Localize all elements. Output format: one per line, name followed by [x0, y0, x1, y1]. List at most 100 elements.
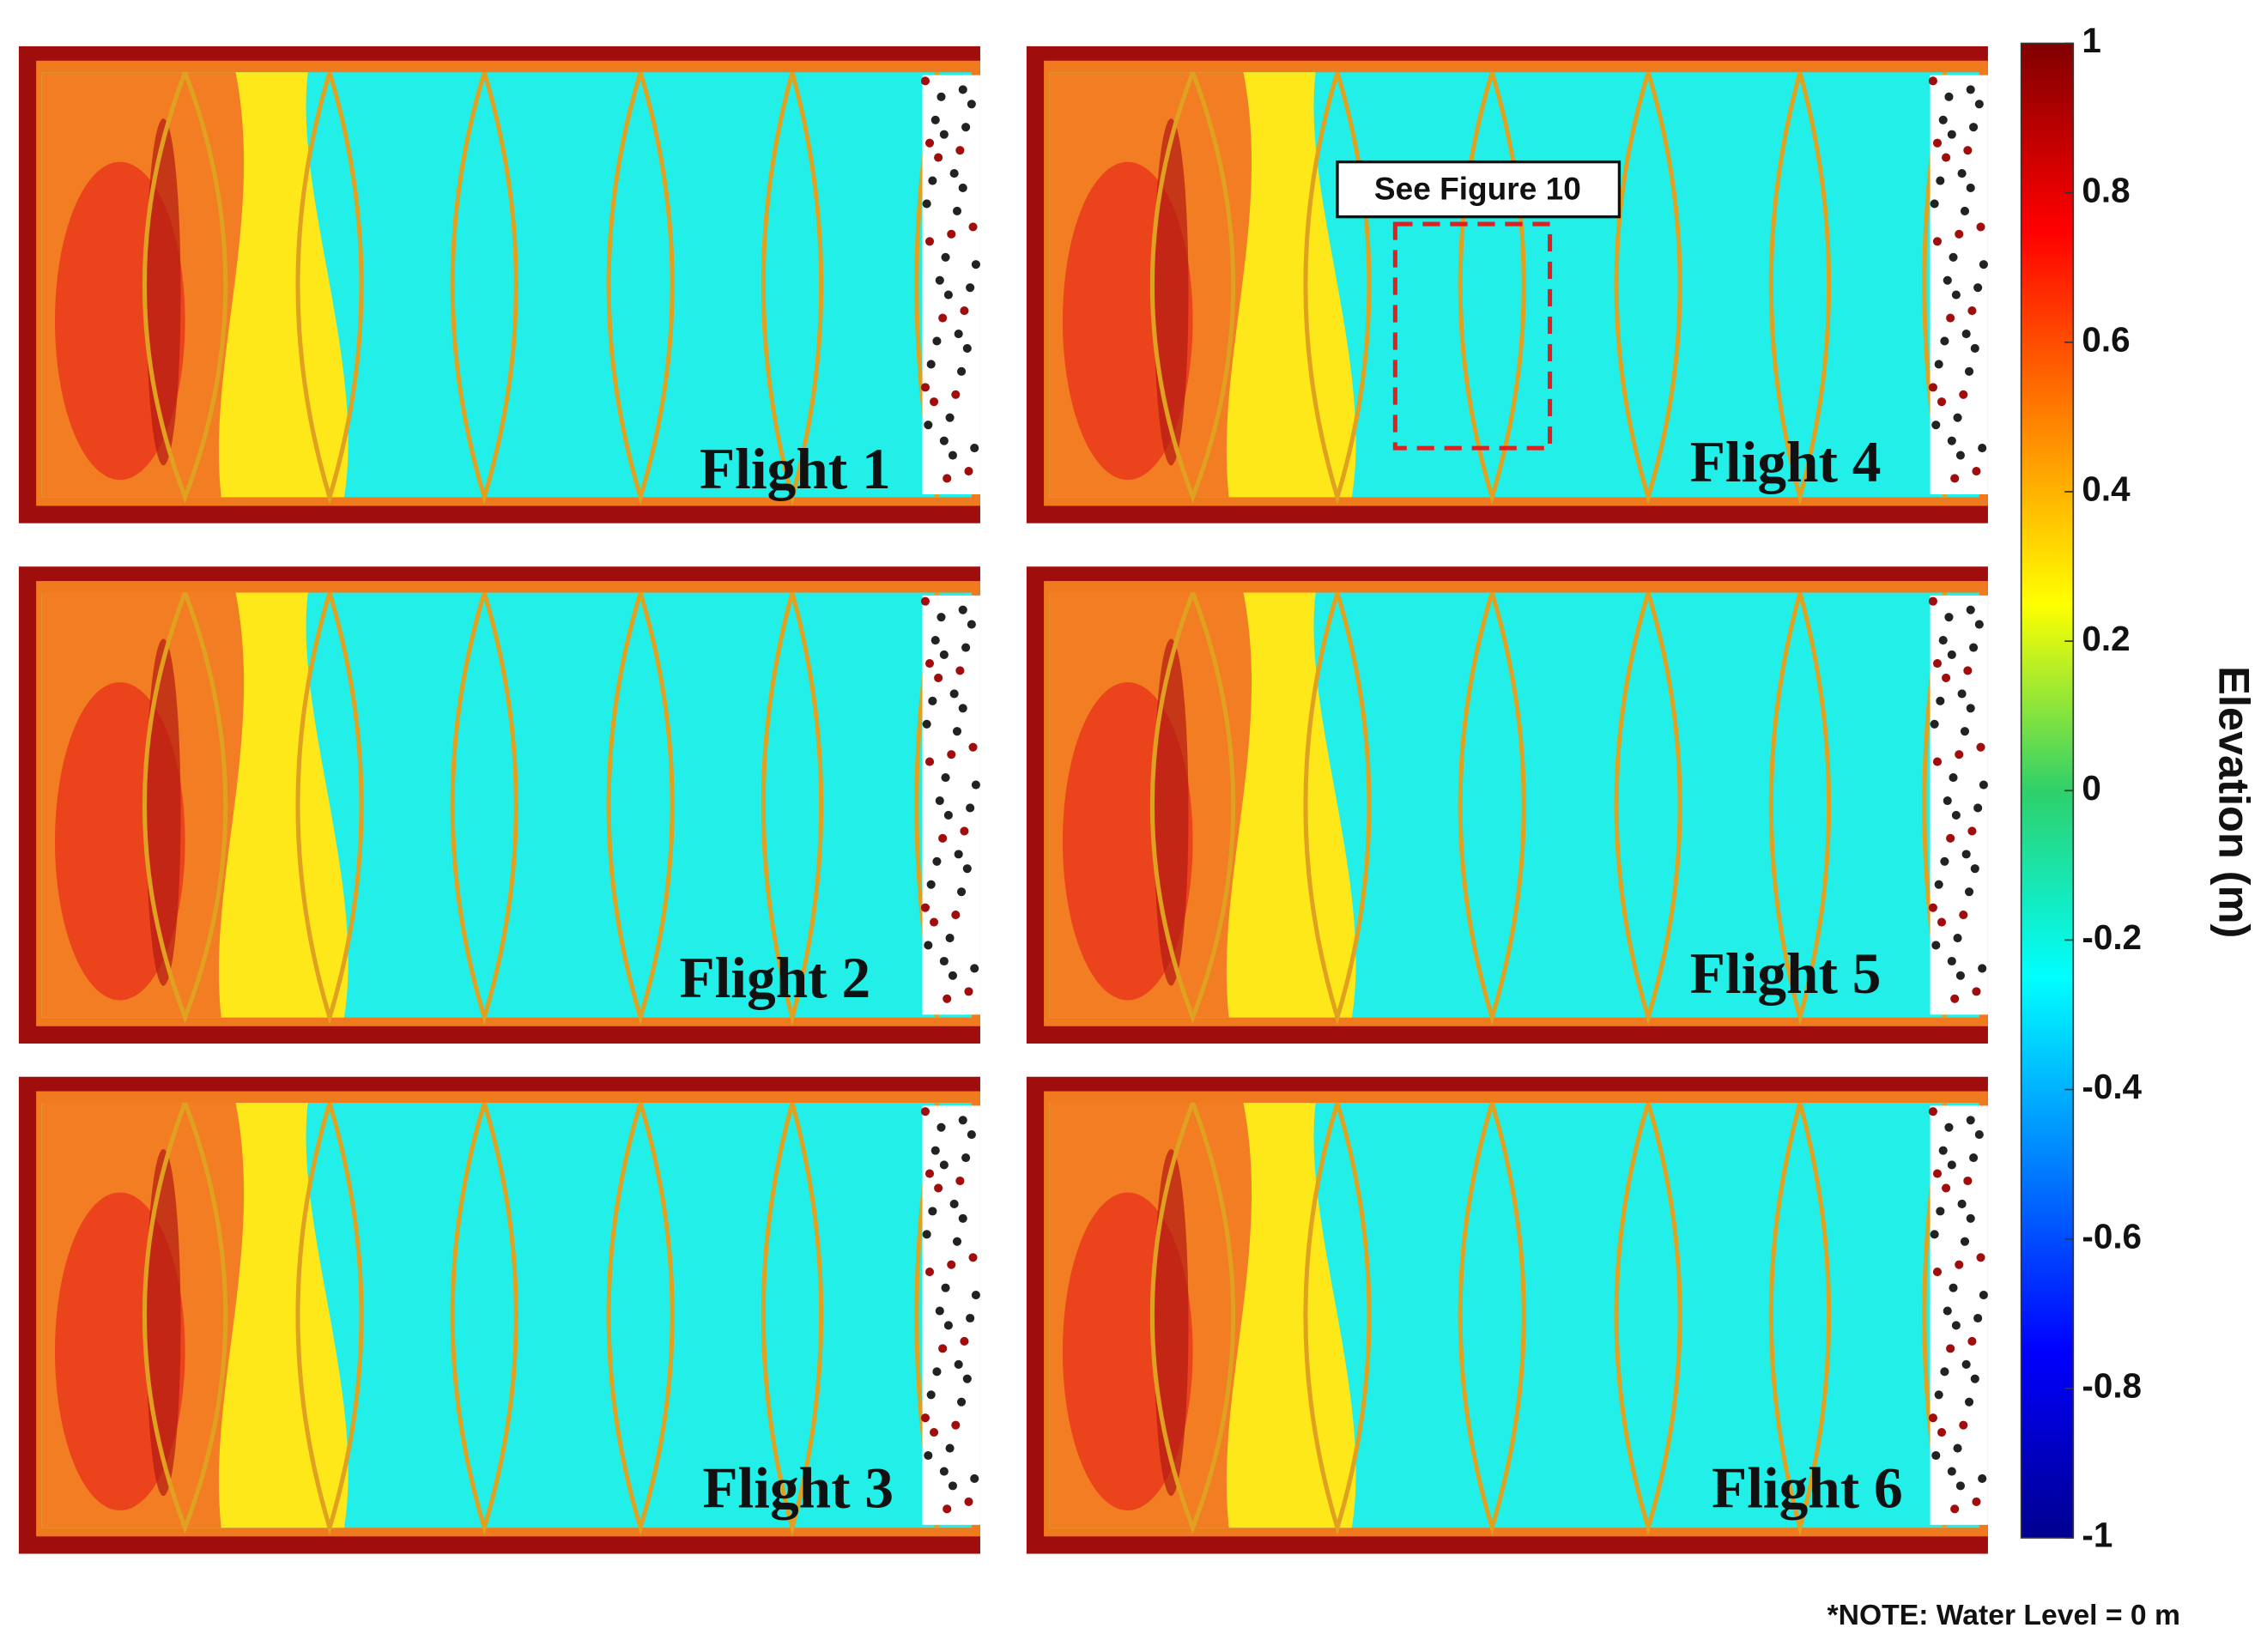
lens-structure [761, 591, 824, 1026]
panel-label: Flight 1 [700, 437, 891, 501]
lens-structure [295, 1102, 364, 1536]
lens-structure [1149, 71, 1236, 504]
debris-speck [949, 689, 959, 699]
debris-speck [1928, 903, 1937, 912]
debris-speck [958, 1213, 967, 1223]
debris-speck [935, 1306, 944, 1316]
debris-speck [945, 934, 955, 943]
debris-speck [948, 451, 958, 460]
debris-speck [1950, 1504, 1960, 1514]
lens-structure [450, 591, 518, 1026]
debris-speck [957, 1397, 967, 1407]
debris-speck [1937, 1428, 1947, 1437]
debris-speck [920, 76, 930, 86]
debris-speck [957, 366, 967, 376]
debris-speck [939, 1160, 949, 1170]
debris-speck [922, 719, 931, 729]
debris-speck [964, 467, 973, 476]
debris-speck [952, 727, 962, 736]
debris-speck [1951, 1321, 1961, 1330]
panel-label: Flight 5 [1690, 941, 1882, 1006]
debris-speck [947, 1260, 956, 1269]
debris-speck [949, 169, 959, 179]
debris-speck [1950, 994, 1960, 1003]
debris-speck [1951, 810, 1961, 820]
map-peak [146, 118, 181, 466]
debris-speck [924, 1169, 935, 1178]
debris-speck [1932, 757, 1943, 766]
lens-structure [295, 71, 364, 505]
debris-speck [1944, 1123, 1954, 1132]
debris-speck [1940, 1367, 1949, 1377]
panel-label: Flight 4 [1690, 430, 1882, 494]
debris-speck [947, 750, 956, 759]
debris-speck [1966, 1213, 1975, 1223]
debris-speck [1953, 413, 1962, 422]
debris-speck [958, 85, 967, 94]
debris-speck [932, 336, 942, 346]
tick-label: 0.2 [2082, 619, 2130, 658]
debris-speck [955, 666, 965, 675]
debris-speck [924, 1450, 933, 1461]
debris-speck [1938, 1146, 1948, 1155]
debris-speck [951, 390, 961, 399]
debris-speck [1974, 1130, 1984, 1140]
highlight-box [1392, 221, 1553, 451]
debris-speck [945, 413, 955, 422]
debris-speck [1966, 85, 1975, 94]
debris-speck [1964, 366, 1974, 376]
debris-speck [961, 123, 971, 132]
debris-speck [966, 1313, 975, 1323]
debris-speck [1960, 206, 1970, 215]
debris-speck [1934, 1390, 1943, 1400]
debris-speck [1934, 880, 1943, 889]
debris-speck [1942, 673, 1951, 682]
tick-label: -1 [2082, 1516, 2112, 1555]
debris-speck [938, 833, 948, 843]
debris-speck [930, 636, 940, 645]
debris-speck [1934, 360, 1943, 369]
debris-speck [954, 330, 963, 339]
debris-speck [954, 1359, 963, 1369]
lens-structure [1768, 1102, 1832, 1536]
debris-speck [1949, 252, 1958, 262]
lens-structure [450, 1102, 518, 1536]
debris-speck [1930, 199, 1939, 209]
debris-speck [1938, 115, 1948, 124]
elevation-map: Flight 3 [18, 1076, 980, 1554]
lens-structure [450, 71, 518, 505]
debris-speck [920, 596, 930, 606]
debris-speck [939, 436, 949, 445]
debris-speck [1969, 643, 1979, 652]
debris-speck [951, 911, 961, 920]
debris-speck [1932, 237, 1943, 246]
debris-speck [935, 796, 944, 806]
debris-speck [934, 673, 943, 682]
debris-speck [962, 1374, 972, 1383]
debris-speck [1969, 1153, 1979, 1163]
debris-speck [954, 850, 963, 859]
debris-speck [928, 176, 937, 185]
debris-speck [938, 1344, 948, 1353]
elevation-map: Flight 4 [1026, 45, 1988, 523]
map-peak [1154, 638, 1189, 986]
lens-structure [1768, 71, 1832, 505]
debris-speck [947, 229, 956, 239]
debris-speck [943, 994, 952, 1003]
elevation-map: Flight 2 [18, 566, 980, 1044]
debris-speck [1972, 1497, 1981, 1506]
lens-structure [606, 591, 675, 1026]
lens-structure [1768, 591, 1832, 1026]
debris-speck [1931, 421, 1941, 430]
debris-speck [939, 956, 949, 966]
debris-speck [962, 343, 972, 353]
debris-speck [1931, 1450, 1941, 1461]
debris-speck [1947, 130, 1956, 139]
debris-speck [1959, 1420, 1968, 1430]
debris-speck [964, 1497, 973, 1506]
debris-speck [930, 917, 939, 927]
debris-speck [949, 1199, 959, 1208]
tick-label: 0 [2082, 768, 2100, 808]
debris-speck [1944, 613, 1954, 622]
